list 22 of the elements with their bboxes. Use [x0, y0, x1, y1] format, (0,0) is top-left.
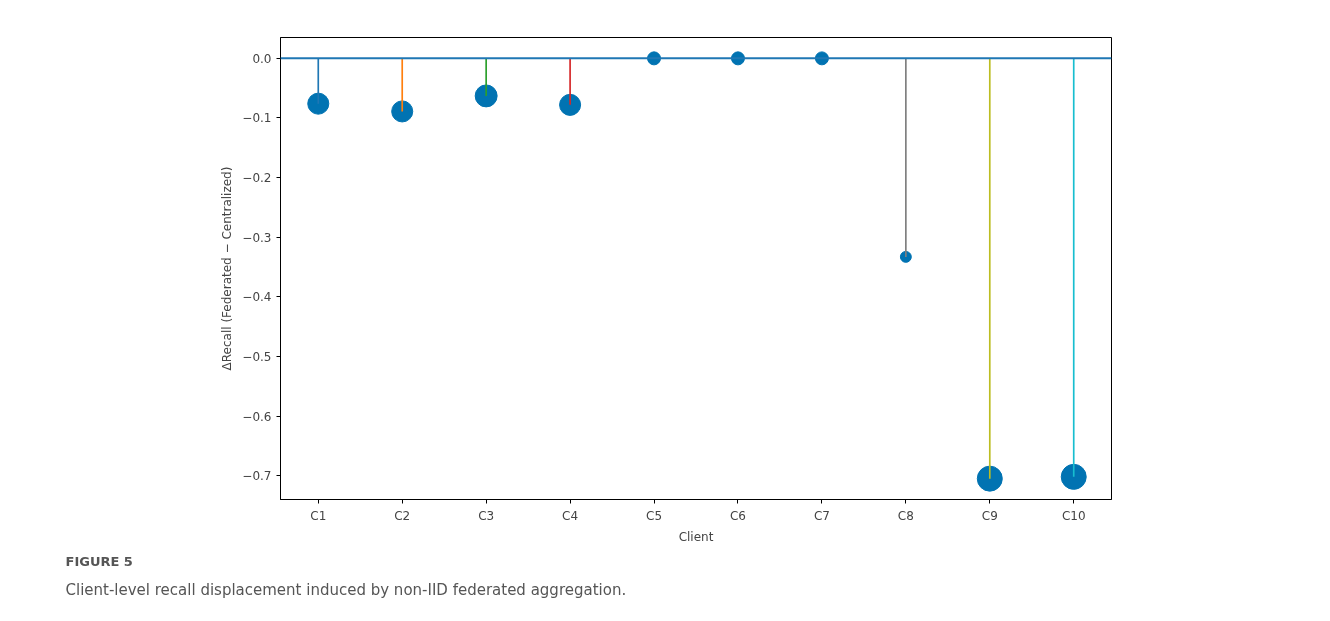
y-tick-label: 0.0 [252, 51, 272, 66]
text: Client-level recall displacement induced by non-IID federated aggregation. [65, 580, 627, 599]
x-tick-label: C3 [478, 508, 495, 523]
x-tick-label: C10 [1061, 508, 1086, 523]
y-tick-label: −0.2 [242, 171, 272, 186]
y-tick-label: −0.6 [242, 409, 272, 424]
caption: FIGURE 5 [65, 553, 133, 569]
x-tick-label: C4 [562, 508, 579, 523]
y-tick-label: −0.7 [242, 469, 272, 484]
x-tick-label: C5 [646, 508, 663, 523]
x-tick-label: C9 [981, 508, 998, 523]
y-tick-label: −0.1 [242, 111, 272, 126]
x-axis-title: Client [678, 529, 714, 544]
x-tick-label: C7 [813, 508, 830, 523]
x-tick-label: C8 [897, 508, 914, 523]
y-axis-title: ΔRecall (Federated − Centralized) [220, 166, 235, 371]
y-tick-label: −0.5 [242, 349, 272, 364]
x-tick-label: C1 [310, 508, 327, 523]
y-tick-label: −0.4 [242, 290, 272, 305]
x-tick-label: C6 [729, 508, 746, 523]
y-tick-label: −0.3 [242, 230, 272, 245]
x-tick-label: C2 [394, 508, 411, 523]
